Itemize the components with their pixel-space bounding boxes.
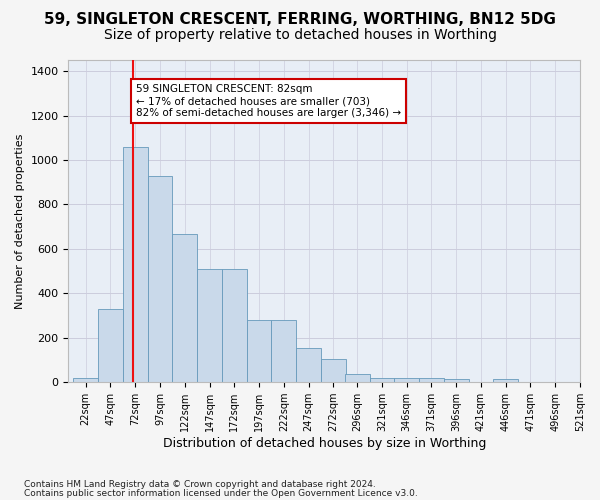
Text: Contains public sector information licensed under the Open Government Licence v3: Contains public sector information licen…	[24, 488, 418, 498]
Bar	[148, 176, 172, 382]
Bar	[345, 374, 370, 382]
Text: 59, SINGLETON CRESCENT, FERRING, WORTHING, BN12 5DG: 59, SINGLETON CRESCENT, FERRING, WORTHIN…	[44, 12, 556, 28]
X-axis label: Distribution of detached houses by size in Worthing: Distribution of detached houses by size …	[163, 437, 486, 450]
Bar	[419, 378, 444, 382]
Bar	[247, 320, 271, 382]
Bar	[73, 378, 98, 382]
Bar	[444, 379, 469, 382]
Bar	[370, 378, 394, 382]
Bar	[222, 269, 247, 382]
Bar	[271, 320, 296, 382]
Bar	[321, 359, 346, 382]
Text: 59 SINGLETON CRESCENT: 82sqm
← 17% of detached houses are smaller (703)
82% of s: 59 SINGLETON CRESCENT: 82sqm ← 17% of de…	[136, 84, 401, 117]
Text: Contains HM Land Registry data © Crown copyright and database right 2024.: Contains HM Land Registry data © Crown c…	[24, 480, 376, 489]
Bar	[123, 146, 148, 382]
Bar	[493, 379, 518, 382]
Y-axis label: Number of detached properties: Number of detached properties	[15, 134, 25, 309]
Text: Size of property relative to detached houses in Worthing: Size of property relative to detached ho…	[104, 28, 497, 42]
Bar	[172, 234, 197, 382]
Bar	[394, 378, 419, 382]
Bar	[98, 309, 123, 382]
Bar	[296, 348, 321, 382]
Bar	[197, 269, 222, 382]
